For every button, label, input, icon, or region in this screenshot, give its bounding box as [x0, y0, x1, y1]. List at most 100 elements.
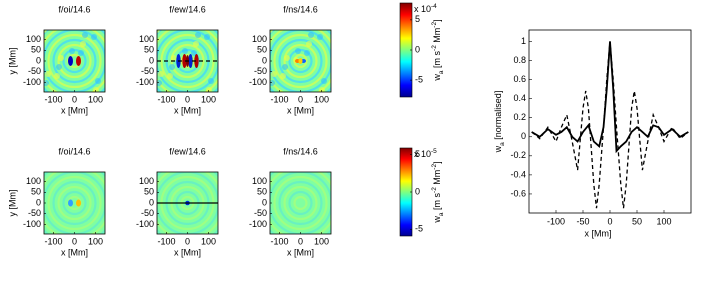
- heatmap-image: [44, 30, 105, 92]
- heatmap-bg: [270, 172, 331, 234]
- speckle: [78, 50, 84, 56]
- speckle: [191, 50, 197, 56]
- colorbar-label-part: -2: [431, 45, 438, 51]
- y-axis-label-part: w: [493, 145, 503, 153]
- x-axis-label: x [Mm]: [287, 247, 314, 257]
- speckle: [317, 34, 323, 40]
- ring: [278, 38, 323, 84]
- colorbar-label-part: -2: [431, 164, 438, 170]
- ring: [47, 33, 102, 89]
- colorbar-tick-label: 5: [415, 149, 420, 159]
- panel-title: f/ns/14.6: [283, 146, 318, 156]
- x-tick-label: 100: [88, 236, 103, 246]
- x-tick-label: 0: [185, 94, 190, 104]
- y-tick-label: -50: [141, 66, 154, 76]
- y-tick-label: 50: [31, 187, 41, 197]
- y-axis-label: wa [normalised]: [493, 91, 506, 154]
- speckle: [282, 64, 288, 70]
- plot-area: [529, 30, 691, 213]
- panel-title: f/ew/14.6: [169, 4, 206, 14]
- speckle: [80, 41, 86, 47]
- colorbar-tick-label: 0: [415, 186, 420, 196]
- blob: [188, 54, 193, 68]
- x-axis-label: x [Mm]: [174, 105, 201, 115]
- y-tick-label: -50: [28, 208, 41, 218]
- heatmap-image: [270, 172, 331, 234]
- y-tick-label: 0.2: [513, 112, 526, 122]
- speckle: [304, 50, 310, 56]
- colorbar-tick-label: 0: [415, 44, 420, 54]
- speckle: [321, 78, 327, 84]
- ring: [278, 180, 323, 226]
- y-tick-label: -0.2: [510, 150, 526, 160]
- y-tick-label: 0.4: [513, 93, 526, 103]
- x-tick-label: 100: [314, 94, 329, 104]
- x-tick-label: 100: [201, 236, 216, 246]
- speckle: [171, 55, 177, 61]
- speckle: [157, 30, 160, 33]
- colorbar-tick-label: -5: [415, 75, 423, 85]
- panel-title: f/ns/14.6: [283, 4, 318, 14]
- x-tick-label: 0: [72, 236, 77, 246]
- blob: [182, 54, 187, 68]
- ring: [283, 43, 318, 79]
- speckle: [91, 34, 97, 40]
- x-tick-label: 100: [201, 94, 216, 104]
- speckle: [284, 55, 290, 61]
- y-tick-label: 0: [36, 55, 41, 65]
- y-tick-label: 50: [31, 45, 41, 55]
- speckle: [58, 55, 64, 61]
- ring: [273, 175, 328, 231]
- y-axis-label-part: a: [499, 142, 506, 146]
- speckle: [169, 64, 175, 70]
- speckle: [157, 80, 162, 86]
- speckle: [56, 64, 62, 70]
- speckle: [44, 80, 49, 86]
- speckle: [45, 71, 51, 77]
- y-tick-label: 0.8: [513, 55, 526, 65]
- x-axis-label: x [Mm]: [174, 247, 201, 257]
- blob: [68, 199, 73, 207]
- speckle: [95, 78, 101, 84]
- ring: [47, 175, 102, 231]
- ring: [52, 38, 97, 84]
- y-tick-label: 50: [144, 45, 154, 55]
- colorbar-tick-label: -5: [415, 224, 423, 234]
- y-tick-label: 1: [521, 36, 526, 46]
- y-tick-label: 100: [252, 176, 267, 186]
- colorbar-label-part: ]: [432, 19, 442, 22]
- colorbar-label: wa [m s-2 Mm-2]: [431, 19, 445, 81]
- y-tick-label: -100: [249, 219, 267, 229]
- y-tick-label: 0: [149, 55, 154, 65]
- x-tick-label: 50: [632, 216, 642, 226]
- y-tick-label: 100: [252, 34, 267, 44]
- y-tick-label: 50: [144, 187, 154, 197]
- x-tick-label: 0: [607, 216, 612, 226]
- x-tick-label: 0: [185, 236, 190, 246]
- speckle: [93, 87, 99, 92]
- blob: [76, 199, 81, 207]
- x-tick-label: 0: [72, 94, 77, 104]
- speckle: [319, 87, 325, 92]
- speckle: [69, 48, 75, 54]
- y-tick-label: 0: [262, 55, 267, 65]
- y-tick-label: -50: [254, 208, 267, 218]
- speckle: [182, 48, 188, 54]
- colorbar-label-part: w: [432, 74, 442, 82]
- y-tick-label: -50: [28, 66, 41, 76]
- speckle: [158, 71, 164, 77]
- speckle: [204, 34, 210, 40]
- y-tick-label: 0: [262, 197, 267, 207]
- ring: [57, 185, 92, 221]
- line-series: [531, 41, 689, 154]
- colorbar-label-part: a: [438, 212, 445, 216]
- colorbar-exponent-part: -4: [431, 3, 437, 10]
- colorbar-exponent-part: -5: [431, 148, 437, 155]
- colorbar-label-part: w: [432, 216, 442, 224]
- x-axis-label: x [Mm]: [61, 105, 88, 115]
- speckle: [82, 32, 88, 38]
- speckle: [271, 71, 277, 77]
- panel-title: f/ew/14.6: [169, 146, 206, 156]
- y-tick-label: 0: [149, 197, 154, 207]
- y-tick-label: -50: [141, 208, 154, 218]
